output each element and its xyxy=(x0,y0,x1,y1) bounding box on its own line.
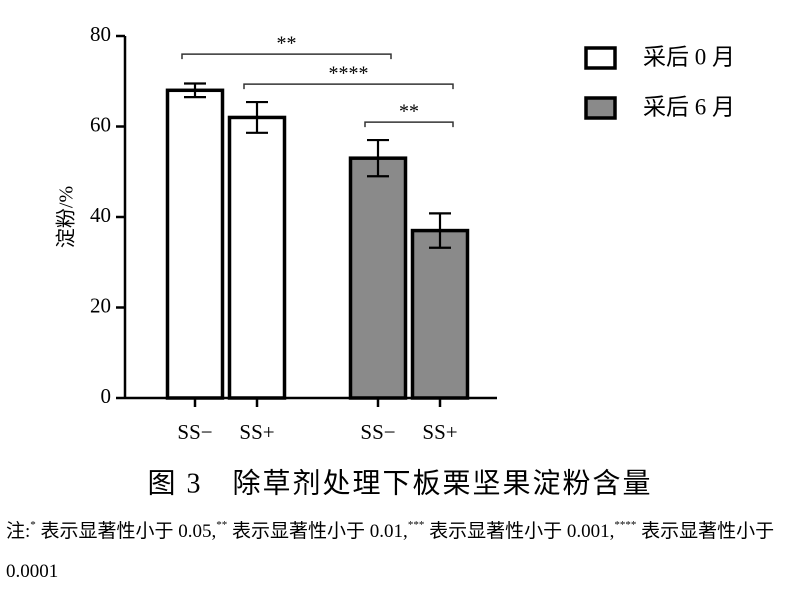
legend-swatch xyxy=(584,96,617,120)
y-tick-label: 20 xyxy=(90,293,111,317)
note-text: 注: xyxy=(6,521,31,542)
y-tick-label: 60 xyxy=(90,112,111,136)
note-superscript: * xyxy=(30,519,36,531)
note-text: 表示显著性小于 0.0001 xyxy=(6,521,775,582)
error-bar xyxy=(429,212,451,249)
error-bar xyxy=(246,100,268,134)
y-tick-label: 40 xyxy=(90,203,111,227)
bar xyxy=(227,115,287,400)
bar xyxy=(165,88,225,400)
note-superscript: ** xyxy=(216,519,228,531)
chart: 淀粉/% 图 3 除草剂处理下板栗坚果淀粉含量 0 20 40 60 80 SS− SS+ S… xyxy=(55,22,735,500)
legend-swatch xyxy=(584,46,617,70)
legend-label: 采后 0 月 xyxy=(643,44,735,69)
x-tick-label: SS− xyxy=(360,420,395,444)
error-bar xyxy=(184,82,206,99)
significance-label: **** xyxy=(329,63,369,85)
x-tick-label: SS+ xyxy=(239,420,274,444)
note-superscript: *** xyxy=(407,519,425,531)
significance-bracket xyxy=(364,121,454,128)
significance-bracket xyxy=(181,53,392,60)
error-bar xyxy=(367,138,389,178)
x-tick-label: SS− xyxy=(177,420,212,444)
y-tick-label: 0 xyxy=(101,384,112,408)
bar xyxy=(348,156,408,400)
y-axis-label: 淀粉/% xyxy=(55,186,78,248)
note: 注:* 表示显著性小于 0.05,** 表示显著性小于 0.01,*** 表示显… xyxy=(6,512,796,592)
x-tick-label: SS+ xyxy=(422,420,457,444)
bar xyxy=(410,228,470,400)
caption: 图 3 除草剂处理下板栗坚果淀粉含量 xyxy=(147,467,652,499)
significance-label: ** xyxy=(277,33,297,55)
note-text: 表示显著性小于 0.001, xyxy=(424,521,615,542)
significance-label: ** xyxy=(399,101,419,123)
significance-bracket xyxy=(243,83,454,90)
note-text: 表示显著性小于 0.05, xyxy=(35,521,217,542)
note-text: 表示显著性小于 0.01, xyxy=(227,521,408,542)
note-superscript: **** xyxy=(614,519,637,531)
y-tick-label: 80 xyxy=(90,22,111,46)
legend-label: 采后 6 月 xyxy=(643,94,735,119)
